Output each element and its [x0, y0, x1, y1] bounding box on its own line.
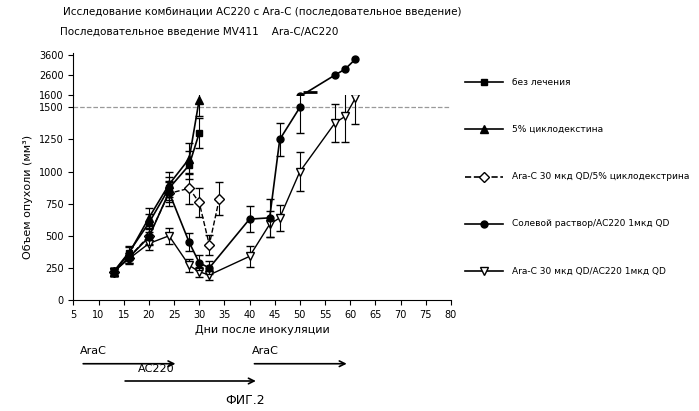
- Y-axis label: Объем опухоли (мм³): Объем опухоли (мм³): [23, 135, 34, 259]
- Text: Ara-C 30 мкд QD/АС220 1мкд QD: Ara-C 30 мкд QD/АС220 1мкд QD: [512, 267, 665, 276]
- Text: АС220: АС220: [138, 364, 174, 374]
- Text: Исследование комбинации АС220 с Ara-C (последовательное введение): Исследование комбинации АС220 с Ara-C (п…: [63, 6, 461, 16]
- Text: AraC: AraC: [80, 346, 107, 356]
- Text: AraC: AraC: [252, 346, 278, 356]
- Text: ФИГ.2: ФИГ.2: [225, 394, 264, 406]
- Text: Последовательное введение MV411    Ara-C/AC220: Последовательное введение MV411 Ara-C/AC…: [60, 27, 338, 37]
- X-axis label: Дни после инокуляции: Дни после инокуляции: [195, 326, 329, 335]
- Text: Ara-C 30 мкд QD/5% циклодекстрина: Ara-C 30 мкд QD/5% циклодекстрина: [512, 172, 689, 181]
- Text: 5% циклодекстина: 5% циклодекстина: [512, 125, 603, 134]
- Text: без лечения: без лечения: [512, 78, 570, 87]
- Text: Солевой раствор/АС220 1мкд QD: Солевой раствор/АС220 1мкд QD: [512, 219, 669, 229]
